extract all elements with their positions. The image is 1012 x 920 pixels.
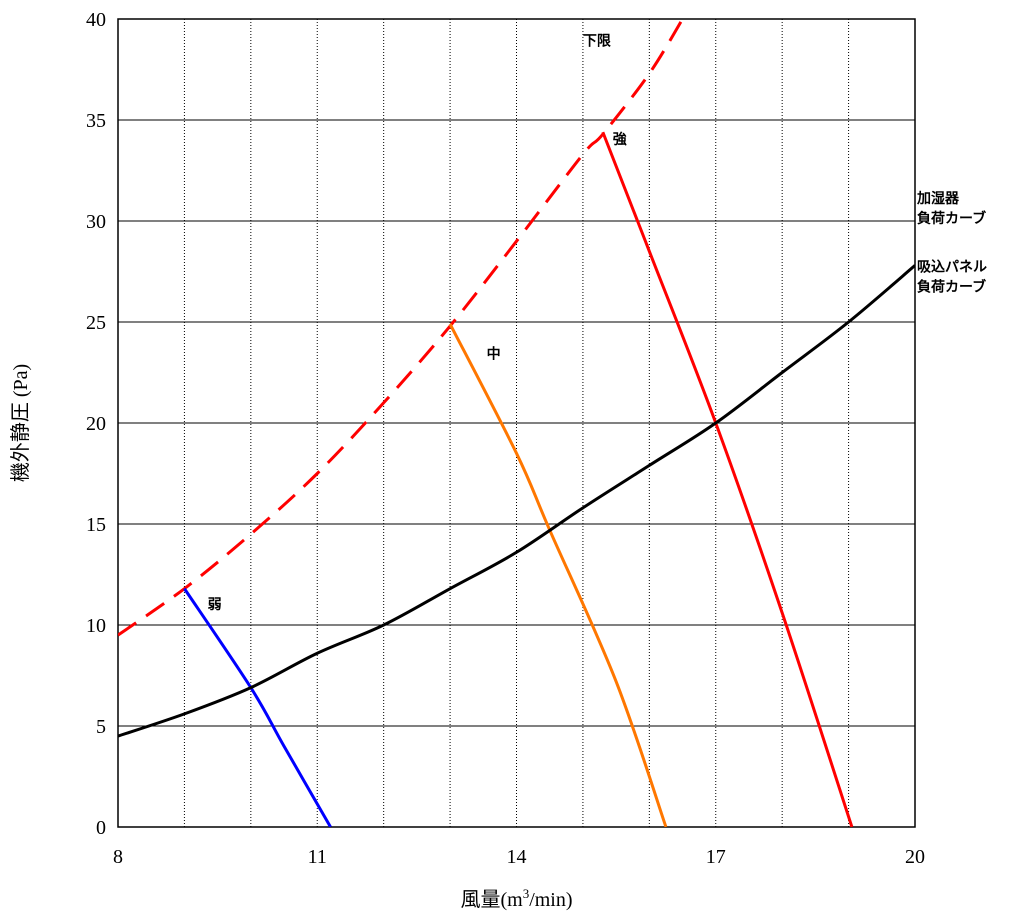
series-layer — [118, 19, 915, 827]
series-strong-line — [601, 131, 854, 827]
side-label-panel_1: 吸込パネル — [917, 259, 987, 276]
side-label-humidifier_2: 負荷カーブ — [917, 210, 986, 227]
y-axis-label: 機外静圧 (Pa) — [9, 364, 32, 482]
grid — [118, 19, 915, 827]
x-tick-label-11: 11 — [308, 846, 327, 868]
y-tick-label-40: 40 — [86, 9, 106, 31]
side-label-humidifier_1: 加湿器 — [916, 191, 960, 207]
annotation-a_lower: 下限 — [583, 33, 611, 49]
side-label-panel_2: 負荷カーブ — [917, 279, 986, 296]
annotation-a_weak: 弱 — [208, 597, 222, 613]
y-tick-label-0: 0 — [96, 817, 106, 839]
x-tick-label-8: 8 — [113, 846, 123, 868]
x-axis-label: 風量(m3/min) — [460, 886, 572, 911]
plot-frame — [117, 18, 916, 828]
y-tick-label-15: 15 — [86, 514, 106, 536]
y-tick-label-20: 20 — [86, 413, 106, 435]
y-tick-label-25: 25 — [86, 312, 106, 334]
y-tick-label-5: 5 — [96, 716, 106, 738]
series-weak-line — [183, 587, 332, 827]
x-tick-label-20: 20 — [905, 846, 925, 868]
y-tick-label-35: 35 — [86, 110, 106, 132]
x-tick-label-17: 17 — [706, 846, 726, 868]
annotation-a_mid: 中 — [487, 345, 501, 362]
y-tick-label-30: 30 — [86, 211, 106, 233]
series-load_curve-line — [118, 264, 915, 738]
series-lower_limit-line — [118, 19, 684, 637]
x-tick-label-14: 14 — [507, 846, 527, 868]
y-tick-label-10: 10 — [86, 615, 106, 637]
annotation-a_strong: 強 — [613, 131, 627, 148]
tick-labels: 0 5 10 15 20 25 30 35 40 8 11 14 17 20 — [86, 9, 925, 868]
series-mid-line — [448, 323, 668, 827]
